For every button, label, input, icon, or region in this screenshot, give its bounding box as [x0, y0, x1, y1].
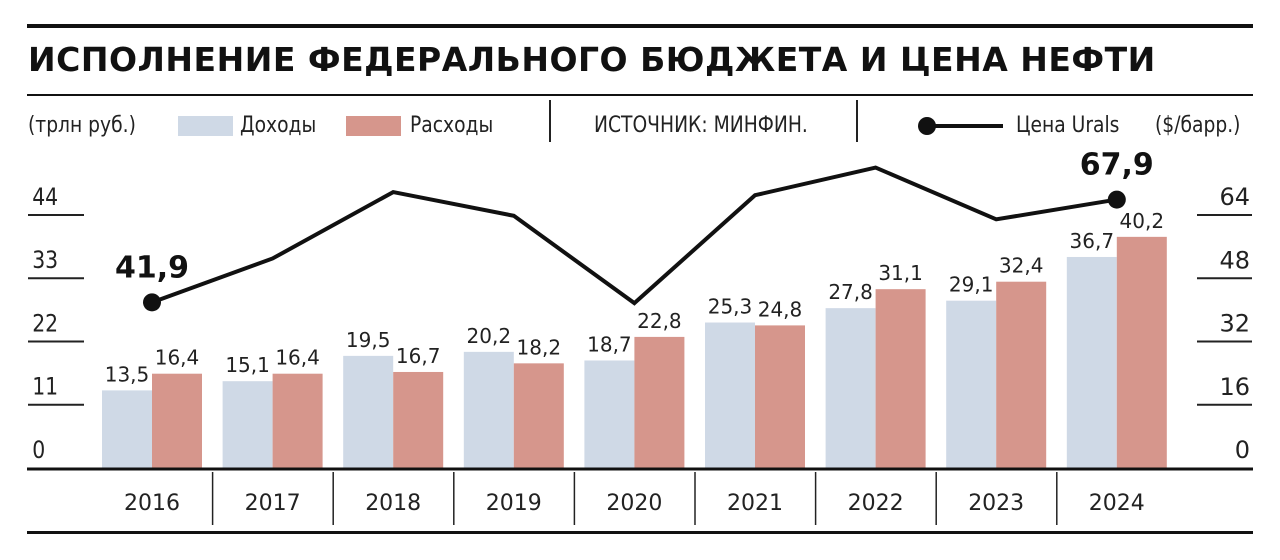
bar-value-label: 16,4: [275, 346, 320, 370]
urals-point: [143, 293, 161, 312]
bar-expense: [272, 373, 323, 468]
bar-expense: [513, 363, 564, 468]
urals-point: [1107, 190, 1126, 209]
bar-value-label: 20,2: [467, 324, 512, 348]
bar-value-label: 25,3: [708, 295, 753, 319]
legend-divider: [856, 100, 858, 142]
source-note: ИСТОЧНИК: МИНФИН.: [594, 113, 808, 138]
bar-value-label: 29,1: [949, 273, 994, 297]
bottom-rule: [27, 531, 1253, 534]
left-tick-label: 33: [32, 247, 58, 275]
bar-value-label: 18,2: [517, 335, 562, 359]
x-tick-label: 2020: [606, 491, 662, 516]
urals-point-label: 67,9: [1080, 148, 1154, 183]
bar-expense: [634, 336, 685, 468]
bar-value-label: 18,7: [587, 332, 632, 356]
bar-income: [463, 351, 514, 468]
x-tick-label: 2022: [848, 491, 904, 516]
bar-income: [1066, 256, 1117, 468]
right-tick-label: 0: [1235, 436, 1250, 464]
bar-expense: [996, 281, 1047, 468]
title-rule: [27, 94, 1253, 96]
bar-value-label: 36,7: [1070, 229, 1115, 253]
bar-value-label: 13,5: [105, 362, 150, 386]
legend-line-icon: [918, 117, 1003, 135]
bar-expense: [1116, 236, 1167, 468]
right-tick-label: 64: [1219, 183, 1250, 211]
bar-value-label: 22,8: [637, 309, 682, 333]
bar-expense: [755, 325, 805, 468]
bar-income: [705, 322, 755, 468]
bar-expense: [152, 373, 202, 468]
urals-point-label: 41,9: [115, 250, 189, 285]
legend-divider: [549, 100, 551, 142]
x-tick-label: 2017: [245, 491, 301, 516]
x-tick-label: 2019: [486, 491, 542, 516]
bar-income: [946, 300, 997, 468]
chart-title: ИСПОЛНЕНИЕ ФЕДЕРАЛЬНОГО БЮДЖЕТА И ЦЕНА Н…: [28, 40, 1156, 79]
bar-income: [102, 390, 152, 468]
right-tick-label: 16: [1219, 373, 1250, 401]
bar-income: [343, 355, 394, 468]
right-tick-label: 32: [1219, 310, 1250, 338]
urals-price-line: [151, 165, 1118, 306]
top-rule: [27, 24, 1253, 28]
bar-value-label: 40,2: [1120, 209, 1165, 233]
bar-value-label: 16,4: [155, 346, 200, 370]
bar-income: [825, 308, 876, 468]
bar-income: [584, 360, 635, 468]
left-axis-unit: (трлн руб.): [28, 113, 136, 138]
bar-expense: [393, 371, 444, 468]
bar-value-label: 16,7: [396, 344, 441, 368]
legend-expense: Расходы: [410, 113, 494, 138]
bar-value-label: 32,4: [999, 254, 1044, 278]
legend-swatch-expense: [346, 116, 401, 136]
x-tick-label: 2023: [968, 491, 1024, 516]
legend-urals: Цена Urals: [1016, 113, 1120, 138]
x-tick-label: 2018: [365, 491, 421, 516]
left-tick-label: 22: [32, 310, 58, 338]
x-tick-label: 2016: [124, 491, 180, 516]
left-tick-label: 0: [32, 436, 45, 464]
x-tick-label: 2024: [1089, 491, 1145, 516]
legend-swatch-income: [178, 116, 233, 136]
bar-value-label: 15,1: [225, 353, 270, 377]
bar-expense: [875, 289, 926, 468]
right-tick-label: 48: [1219, 246, 1250, 274]
right-axis-unit: ($/барр.): [1155, 113, 1241, 138]
legend-income: Доходы: [240, 113, 317, 138]
left-tick-label: 44: [32, 183, 58, 211]
x-tick-label: 2021: [727, 491, 783, 516]
bar-income: [222, 381, 273, 468]
bar-value-label: 24,8: [758, 297, 803, 321]
bar-value-label: 31,1: [878, 261, 923, 285]
bar-value-label: 27,8: [828, 280, 873, 304]
bar-value-label: 19,5: [346, 328, 391, 352]
left-tick-label: 11: [32, 373, 58, 401]
